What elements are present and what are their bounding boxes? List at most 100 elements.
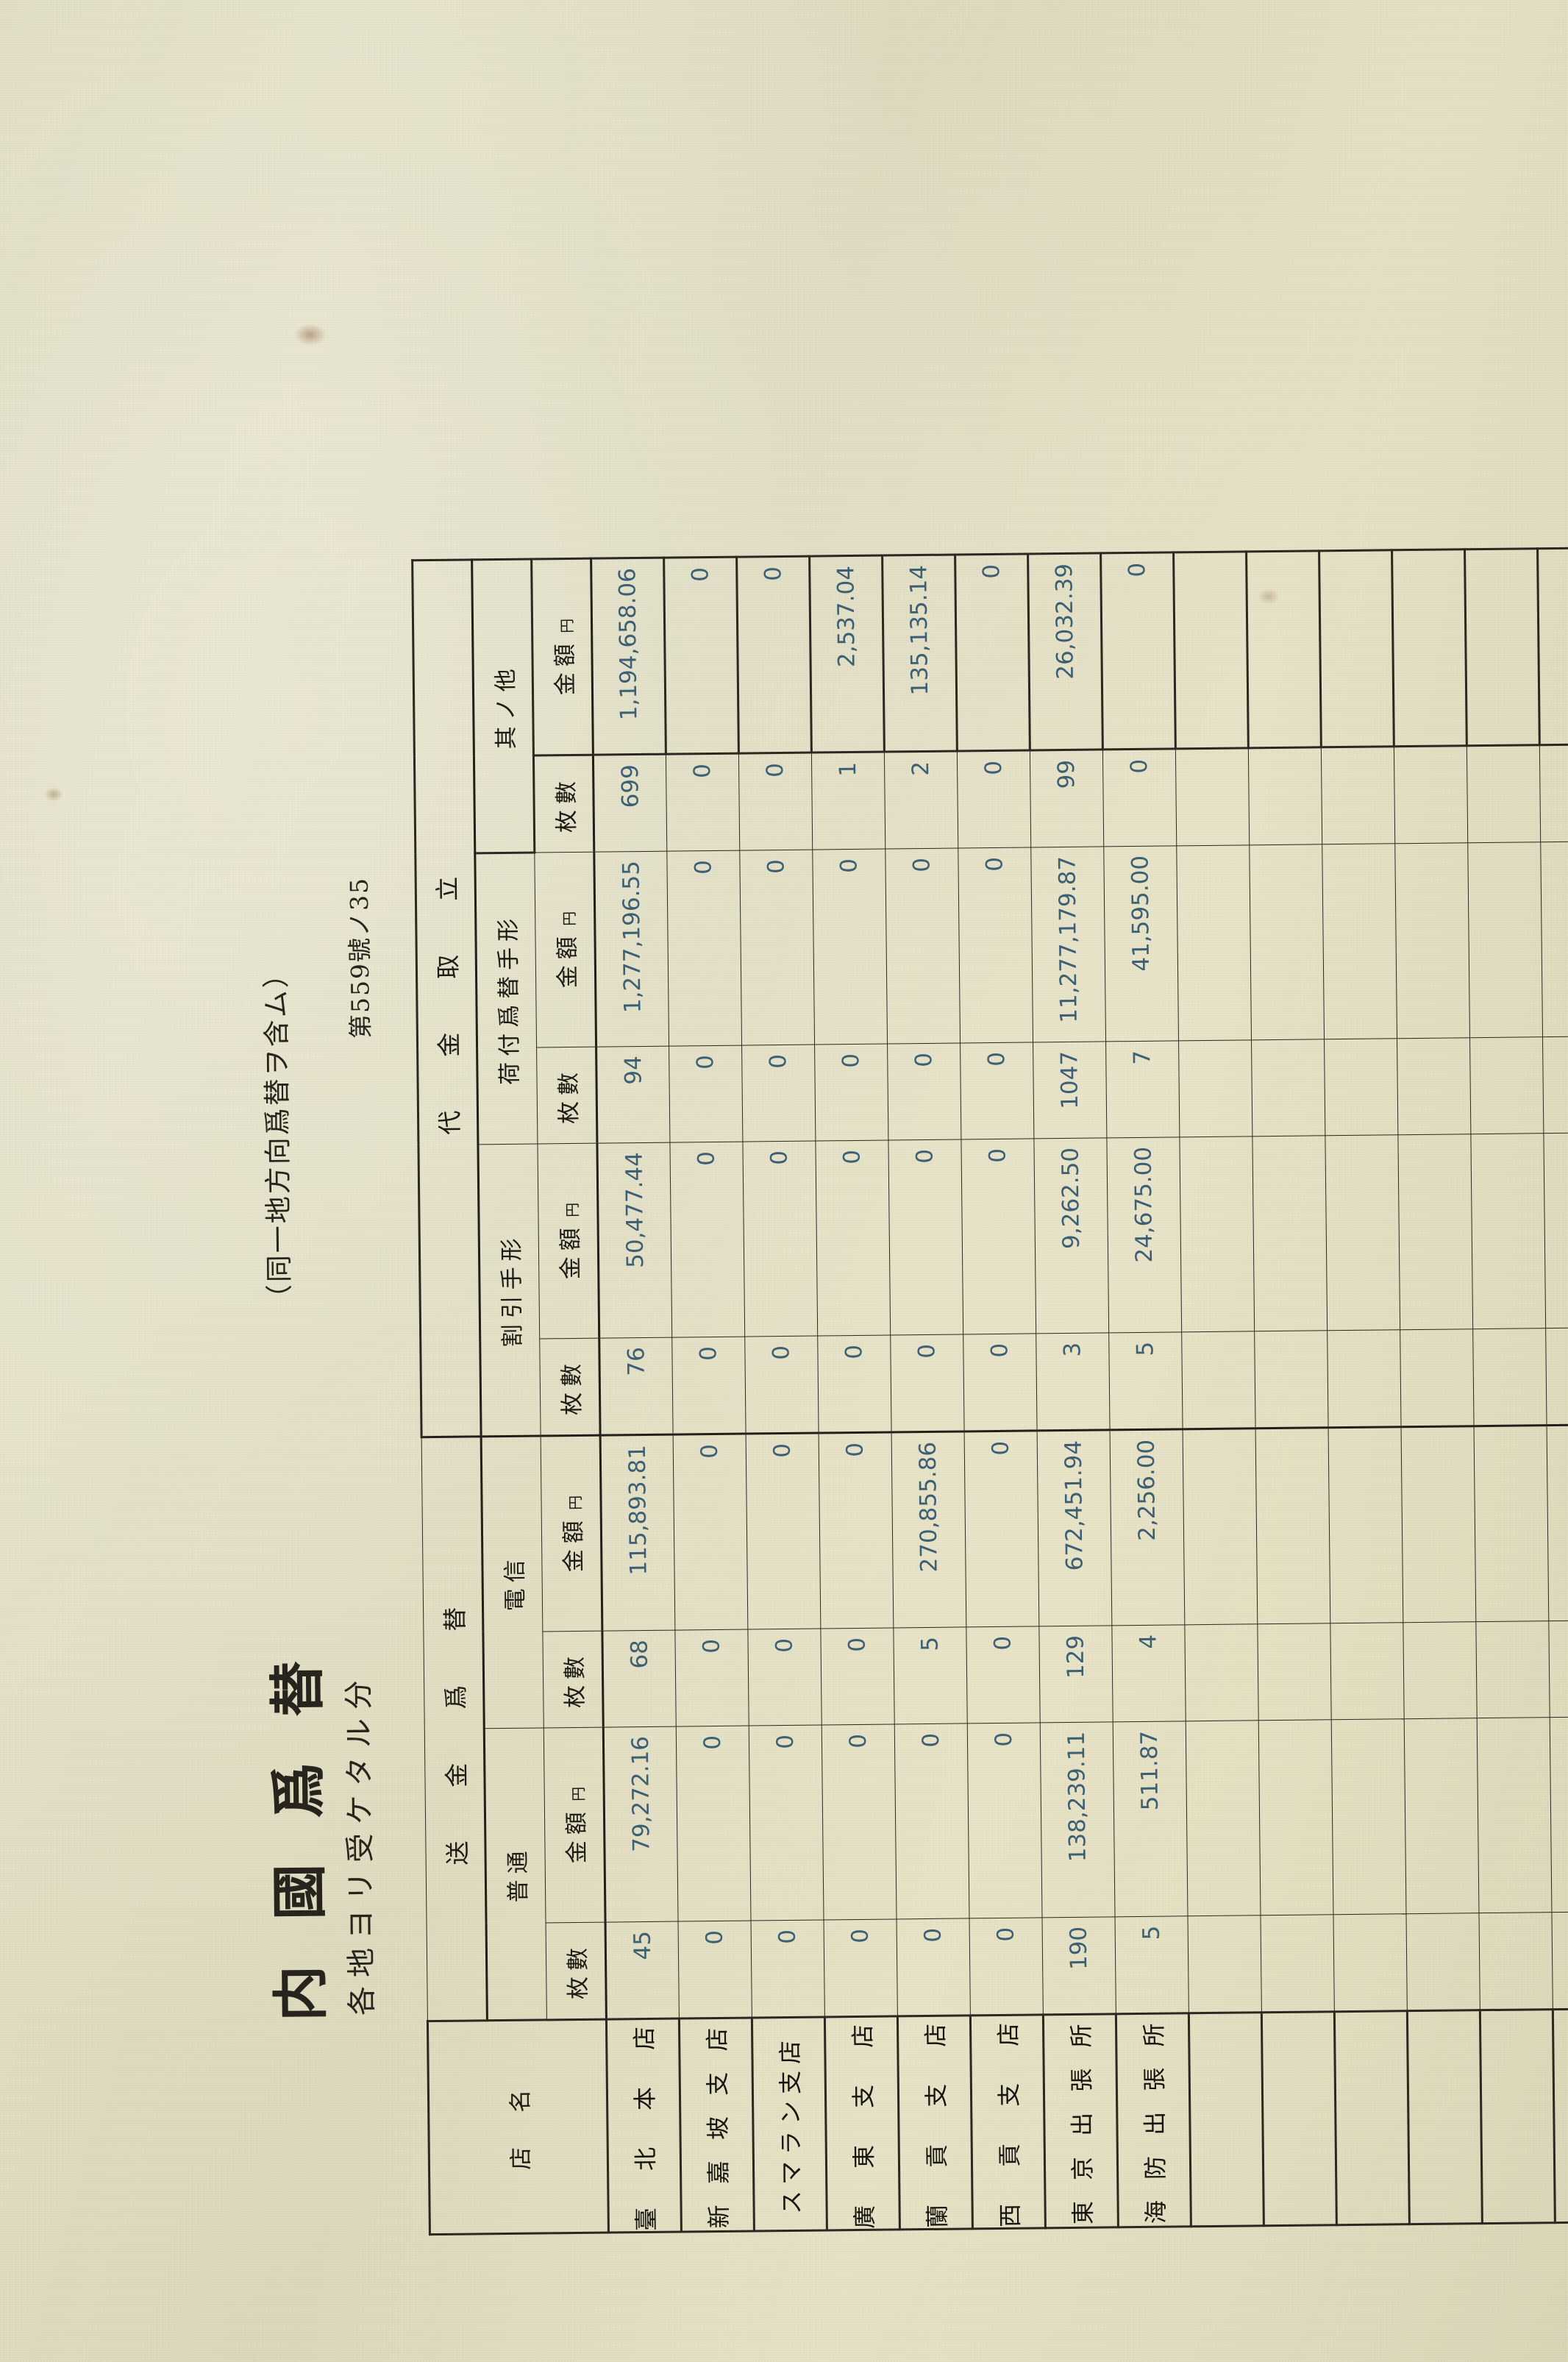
cell-discounted-count: 0 (671, 1336, 746, 1434)
cell-others-count (1394, 745, 1468, 844)
cell-telegraph-amount: 0 (819, 1431, 894, 1629)
cell-documentary-amount: 41,595.00 (1103, 845, 1179, 1042)
cell-others-count: 1 (811, 751, 885, 850)
cell-others-amount: 1,194,658.06 (591, 557, 666, 755)
cell-documentary-amount (1322, 843, 1397, 1039)
cell-discounted-amount: 50,477.44 (596, 1142, 672, 1338)
cell-ordinary-amount: 0 (822, 1724, 897, 1920)
cell-documentary-count (1469, 1036, 1544, 1134)
cell-discounted-count: 76 (599, 1337, 674, 1435)
cell-ordinary-count: 190 (1042, 1916, 1116, 2015)
cell-documentary-count: 0 (960, 1042, 1034, 1139)
cell-discounted-amount: 0 (888, 1139, 963, 1335)
row-store-name: 臺 北 本 店 (606, 2018, 682, 2233)
cell-discounted-count (1254, 1330, 1329, 1429)
cell-documentary-amount: 0 (812, 848, 888, 1045)
cell-discounted-amount (1252, 1135, 1328, 1331)
cell-ordinary-count: 45 (605, 1921, 680, 2019)
cell-documentary-amount (1394, 842, 1470, 1039)
cell-documentary-amount: 1,277,196.55 (594, 850, 669, 1047)
cell-ordinary-count: 0 (897, 1918, 971, 2016)
cell-ordinary-amount: 79,272.16 (603, 1726, 679, 1922)
col-discounted-amount: 金額 円 (537, 1142, 599, 1339)
cell-others-count (1175, 747, 1250, 846)
cell-others-count: 0 (666, 753, 740, 851)
cell-telegraph-count (1257, 1623, 1332, 1721)
cell-documentary-amount (1249, 844, 1325, 1040)
cell-telegraph-count: 0 (674, 1629, 749, 1726)
cell-documentary-count (1178, 1039, 1252, 1137)
cell-telegraph-count (1403, 1621, 1478, 1719)
page-subtitle: 各地ヨリ受ケタル分 (341, 1671, 379, 2016)
cell-ordinary-count: 0 (751, 1919, 825, 2018)
cell-ordinary-amount (1331, 1718, 1406, 1915)
cell-others-count (1321, 746, 1395, 844)
cell-discounted-count (1472, 1328, 1547, 1426)
cell-others-amount (1246, 550, 1322, 748)
cell-others-amount: 0 (736, 555, 812, 753)
cell-documentary-count: 0 (741, 1044, 816, 1142)
cell-telegraph-amount: 0 (964, 1430, 1039, 1627)
cell-others-amount (1319, 549, 1394, 747)
cell-others-count: 99 (1030, 749, 1104, 847)
cell-documentary-amount: 11,277,179.87 (1030, 846, 1106, 1042)
rotated-ledger-sheet: 内國爲替 各地ヨリ受ケタル分 （同一地方向爲替ヲ含ム） 第559號ノ35 店 名… (118, 71, 1568, 2291)
cell-ordinary-amount: 0 (894, 1723, 970, 1919)
col-documentary-count: 枚數 (536, 1046, 597, 1144)
row-store-name: 蘭 貢 支 店 (897, 2015, 973, 2230)
cell-telegraph-count: 0 (747, 1628, 822, 1726)
row-store-name: 西 貢 支 店 (970, 2014, 1046, 2229)
cell-documentary-count: 0 (669, 1045, 743, 1142)
cell-discounted-amount: 0 (669, 1141, 745, 1337)
row-store-name (1261, 2011, 1337, 2226)
cell-telegraph-count (1475, 1621, 1550, 1718)
cell-discounted-count: 5 (1108, 1331, 1183, 1430)
cell-discounted-amount (1397, 1134, 1473, 1330)
cell-telegraph-count: 4 (1111, 1624, 1186, 1722)
cell-ordinary-amount: 0 (967, 1722, 1043, 1918)
cell-documentary-amount (1540, 841, 1568, 1037)
row-store-name (1189, 2012, 1264, 2227)
col-ordinary-amount: 金額 円 (544, 1726, 606, 1923)
cell-others-count: 0 (957, 750, 1031, 848)
col-others-count: 枚數 (533, 754, 594, 853)
cell-documentary-amount: 0 (666, 850, 742, 1046)
cell-others-amount (1173, 551, 1249, 749)
cell-others-count: 0 (1102, 748, 1177, 847)
row-store-name: 廣 東 支 店 (824, 2016, 900, 2230)
cell-discounted-count: 0 (963, 1333, 1038, 1431)
cell-documentary-count: 0 (887, 1042, 961, 1140)
cell-ordinary-amount: 0 (749, 1724, 824, 1921)
cell-telegraph-count: 68 (602, 1629, 677, 1727)
row-store-name: 海 防 出 張 所 (1116, 2013, 1191, 2227)
cell-discounted-amount (1325, 1134, 1400, 1331)
cell-documentary-amount: 0 (958, 847, 1033, 1043)
row-store-name (1334, 2010, 1410, 2225)
row-store-name (1407, 2010, 1483, 2224)
cell-documentary-count: 94 (596, 1045, 670, 1143)
domestic-exchange-table: 店 名 送 金 爲 替 代 金 取 立 普通 電信 割引手形 荷付爲替手形 其ノ… (411, 545, 1568, 2235)
cell-telegraph-amount (1547, 1424, 1568, 1621)
row-store-name: スマラン支店 (752, 2016, 827, 2231)
cell-discounted-amount (1470, 1133, 1546, 1329)
cell-documentary-count: 0 (814, 1043, 888, 1141)
group-remittance-exchange: 送 金 爲 替 (421, 1436, 488, 2021)
cell-ordinary-count (1260, 1914, 1335, 2013)
col-discounted-count: 枚數 (539, 1337, 601, 1436)
row-store-name: 新 嘉 坡 支 店 (679, 2017, 755, 2232)
cell-others-amount: 0 (663, 556, 739, 754)
cell-ordinary-amount (1258, 1719, 1333, 1915)
cell-others-amount (1464, 548, 1540, 746)
cell-ordinary-count: 5 (1114, 1915, 1189, 2014)
cell-telegraph-count (1548, 1620, 1568, 1718)
cell-documentary-count: 1047 (1033, 1041, 1107, 1139)
cell-ordinary-amount (1186, 1720, 1261, 1916)
cell-documentary-count (1251, 1039, 1325, 1136)
scope-note: （同一地方向爲替ヲ含ム） (260, 958, 296, 1312)
cell-documentary-amount (1467, 842, 1543, 1038)
cell-ordinary-count: 0 (824, 1918, 898, 2017)
col-telegraph-amount: 金額 円 (541, 1434, 602, 1632)
cell-telegraph-count (1184, 1623, 1259, 1721)
cell-telegraph-amount: 0 (746, 1432, 821, 1629)
cell-others-count: 0 (738, 752, 813, 850)
